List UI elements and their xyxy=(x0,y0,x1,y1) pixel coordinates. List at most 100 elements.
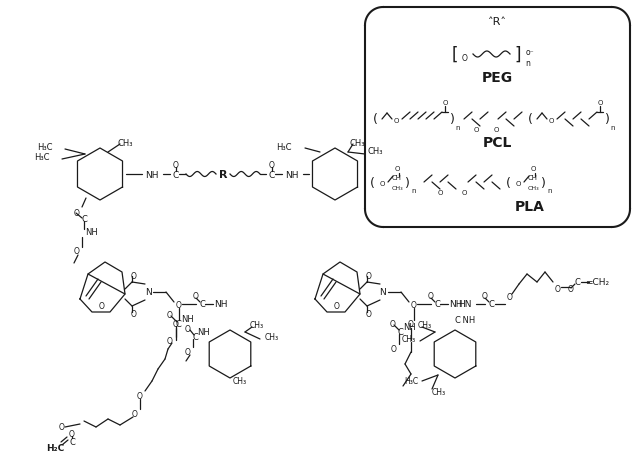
Text: O: O xyxy=(366,310,372,319)
Text: n: n xyxy=(456,125,460,131)
Text: ]: ] xyxy=(515,46,521,64)
Text: O: O xyxy=(167,337,173,346)
Text: O: O xyxy=(269,161,275,170)
Text: N: N xyxy=(380,288,387,297)
Text: O: O xyxy=(176,301,182,310)
Text: o⁻: o⁻ xyxy=(525,47,534,56)
Text: O: O xyxy=(394,166,400,172)
Text: PEG: PEG xyxy=(481,71,513,85)
Text: O: O xyxy=(193,292,199,301)
Text: O: O xyxy=(334,302,340,311)
Text: C: C xyxy=(199,300,205,309)
Text: O: O xyxy=(461,190,467,196)
Text: O: O xyxy=(131,310,137,319)
Text: O: O xyxy=(74,247,80,256)
Text: n: n xyxy=(611,125,615,131)
Text: O: O xyxy=(394,118,399,124)
Text: HN: HN xyxy=(458,300,472,309)
Text: NH: NH xyxy=(285,170,299,179)
Text: C: C xyxy=(69,438,75,446)
Text: ): ) xyxy=(449,113,454,126)
Text: CH₃: CH₃ xyxy=(391,186,403,191)
Text: ): ) xyxy=(404,176,410,189)
Text: O: O xyxy=(185,325,191,334)
Text: C: C xyxy=(81,215,87,224)
Text: O: O xyxy=(69,430,75,439)
Text: O: O xyxy=(74,208,80,217)
Text: N: N xyxy=(145,288,152,297)
Text: O: O xyxy=(390,320,396,329)
Text: CH₃: CH₃ xyxy=(233,377,247,386)
Text: =CH₂: =CH₂ xyxy=(585,278,609,287)
Text: O: O xyxy=(391,345,397,354)
Text: O: O xyxy=(442,100,448,106)
Text: O: O xyxy=(555,285,561,294)
Text: O: O xyxy=(531,166,536,172)
Text: CH₃: CH₃ xyxy=(118,138,134,147)
Text: O: O xyxy=(515,181,521,187)
Text: CH₃: CH₃ xyxy=(265,333,279,342)
Text: [: [ xyxy=(452,46,458,64)
Text: PLA: PLA xyxy=(515,200,545,213)
Text: H₃C: H₃C xyxy=(38,143,53,152)
Text: O: O xyxy=(408,320,414,329)
Text: C: C xyxy=(574,278,580,287)
Text: O: O xyxy=(411,301,417,310)
Text: NH: NH xyxy=(84,228,97,237)
Text: O: O xyxy=(493,127,499,133)
Text: O: O xyxy=(132,410,138,419)
Text: n: n xyxy=(412,187,416,193)
Text: H₃C: H₃C xyxy=(35,153,50,162)
Text: NH: NH xyxy=(145,170,159,179)
Text: H₂C: H₂C xyxy=(46,444,64,453)
Text: O: O xyxy=(137,392,143,400)
Text: C: C xyxy=(175,320,181,329)
Text: C NH: C NH xyxy=(455,316,475,325)
Text: O: O xyxy=(482,292,488,301)
Text: O: O xyxy=(167,311,173,320)
Text: (: ( xyxy=(527,113,532,126)
Text: C: C xyxy=(488,300,494,309)
Text: NH: NH xyxy=(198,328,211,337)
Text: CH₃: CH₃ xyxy=(402,335,416,344)
Text: n: n xyxy=(548,187,552,193)
Text: NH: NH xyxy=(449,300,463,309)
Text: H₃C: H₃C xyxy=(276,143,292,152)
Text: O: O xyxy=(380,181,385,187)
Text: O: O xyxy=(428,292,434,301)
Text: CH: CH xyxy=(528,175,538,181)
Text: O: O xyxy=(173,320,179,329)
Text: CH: CH xyxy=(392,175,402,181)
Text: NH: NH xyxy=(214,300,228,309)
Text: CH₃: CH₃ xyxy=(418,321,432,330)
Text: C: C xyxy=(269,170,275,179)
Text: O: O xyxy=(131,272,137,281)
Text: n: n xyxy=(525,58,531,67)
Text: O: O xyxy=(173,161,179,170)
Text: O: O xyxy=(59,423,65,431)
Text: (: ( xyxy=(369,176,374,189)
Text: C: C xyxy=(397,328,403,337)
Text: O: O xyxy=(185,348,191,357)
Text: O: O xyxy=(474,127,479,133)
Text: ): ) xyxy=(541,176,545,189)
Text: ): ) xyxy=(605,113,609,126)
Text: NH: NH xyxy=(404,323,417,332)
Text: O: O xyxy=(99,302,105,311)
Text: ˄R˄: ˄R˄ xyxy=(488,17,506,27)
Text: O: O xyxy=(597,100,603,106)
Text: C: C xyxy=(173,170,179,179)
Text: O: O xyxy=(568,285,574,294)
Text: NH: NH xyxy=(182,315,195,324)
Text: (: ( xyxy=(372,113,378,126)
Text: (: ( xyxy=(506,176,511,189)
Text: O: O xyxy=(548,118,554,124)
Text: CH₃: CH₃ xyxy=(368,147,383,156)
Text: H₃C: H₃C xyxy=(404,377,418,386)
Text: C: C xyxy=(192,333,198,342)
Text: PCL: PCL xyxy=(483,136,512,150)
Text: O: O xyxy=(507,293,513,302)
Text: O: O xyxy=(437,190,443,196)
Text: R: R xyxy=(219,170,227,180)
Text: C: C xyxy=(434,300,440,309)
